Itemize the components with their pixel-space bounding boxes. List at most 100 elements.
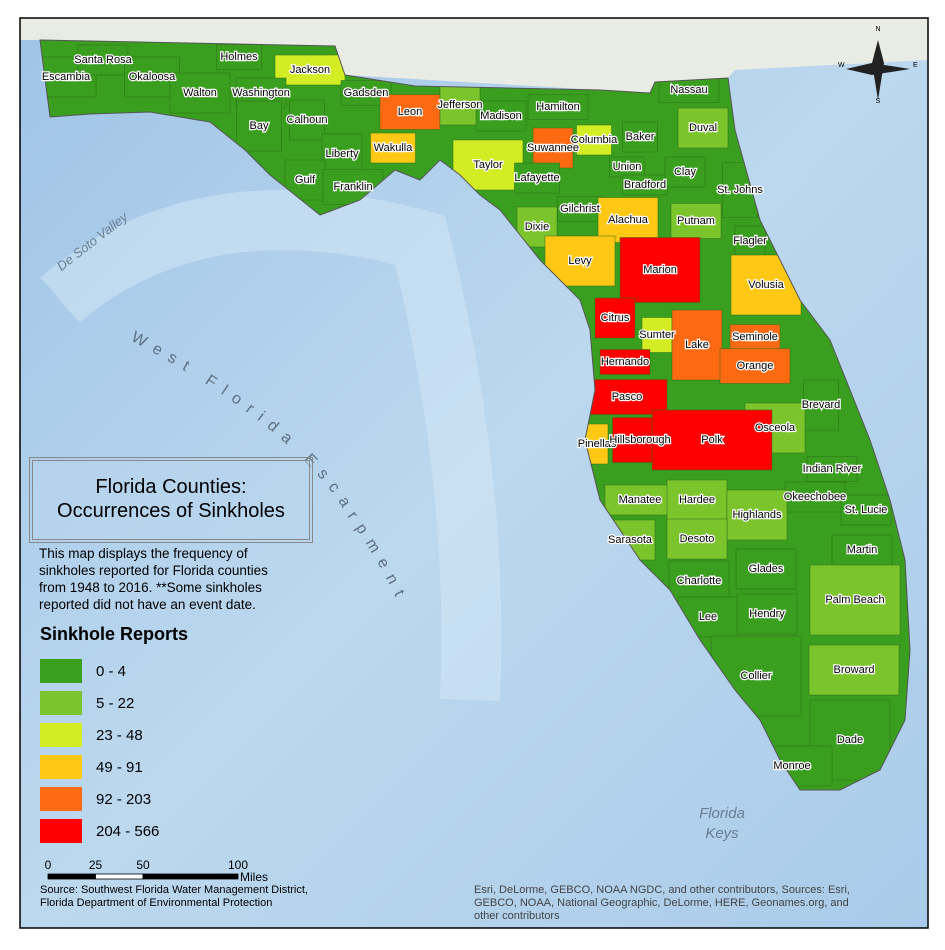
description-line: sinkholes reported for Florida counties: [39, 563, 268, 578]
county-label: Flagler: [733, 235, 767, 247]
county: [726, 489, 788, 541]
county-label: Taylor: [473, 159, 503, 171]
scale-segment: [47, 873, 96, 880]
county: [729, 324, 781, 350]
legend-swatch: [40, 787, 82, 811]
county: [379, 94, 441, 130]
county-label: Orange: [737, 360, 774, 372]
county-label: St. Lucie: [845, 504, 888, 516]
county: [666, 518, 728, 560]
description-line: This map displays the frequency of: [39, 546, 248, 561]
legend-row: 0 - 4: [40, 655, 188, 687]
attribution-line: Esri, DeLorme, GEBCO, NOAA NGDC, and oth…: [474, 884, 850, 896]
county-label: Baker: [626, 131, 655, 143]
county: [289, 99, 325, 141]
county-label: Levy: [568, 255, 592, 267]
county-label: Lee: [699, 611, 717, 623]
county-label: Franklin: [333, 181, 372, 193]
county: [784, 481, 846, 513]
county: [671, 309, 723, 381]
county-label: Walton: [183, 87, 217, 99]
legend-swatch: [40, 819, 82, 843]
county-label: Union: [613, 161, 642, 173]
county-label: Seminole: [732, 331, 778, 343]
legend-label: 204 - 566: [96, 822, 160, 840]
county: [576, 124, 612, 156]
county-label: Citrus: [601, 312, 630, 324]
county: [321, 133, 363, 175]
county: [677, 107, 729, 149]
attribution-line: GEBCO, NOAA, National Geographic, DeLorm…: [474, 897, 849, 909]
source-line: Source: Southwest Florida Water Manageme…: [40, 884, 308, 896]
county-label: Pinellas: [578, 438, 617, 450]
county-label: Gadsden: [344, 87, 389, 99]
description-line: reported did not have an event date.: [39, 597, 256, 612]
legend-row: 5 - 22: [40, 687, 188, 719]
county-label: Manatee: [619, 494, 662, 506]
county: [735, 548, 797, 590]
keys-label: Keys: [705, 825, 739, 842]
county-label: Osceola: [755, 422, 796, 434]
legend-swatch: [40, 755, 82, 779]
county: [840, 494, 892, 526]
county: [806, 456, 858, 482]
county-label: Desoto: [680, 533, 715, 545]
county-label: Sumter: [639, 329, 675, 341]
county: [803, 379, 839, 431]
county-label: Martin: [847, 544, 878, 556]
attribution: Esri, DeLorme, GEBCO, NOAA NGDC, and oth…: [474, 884, 850, 923]
county: [599, 349, 651, 375]
scale-segment: [95, 873, 144, 880]
county-label: Lafayette: [514, 172, 559, 184]
legend-label: 92 - 203: [96, 790, 152, 808]
county-label: Okaloosa: [129, 71, 176, 83]
county-label: Sarasota: [608, 534, 653, 546]
scale-segment: [142, 873, 239, 880]
county: [641, 317, 673, 353]
land-north: [20, 18, 928, 93]
title-box: Florida Counties: Occurrences of Sinkhol…: [29, 457, 313, 543]
title-line: Florida Counties:: [95, 476, 247, 498]
county-label: Hendry: [749, 608, 785, 620]
description-line: from 1948 to 2016. **Some sinkholes: [39, 580, 262, 595]
county: [651, 409, 773, 471]
county-label: Monroe: [773, 760, 810, 772]
county: [532, 127, 574, 169]
county-label: Jefferson: [437, 99, 482, 111]
county-label: St. Johns: [717, 184, 763, 196]
county-label: Columbia: [571, 134, 618, 146]
county: [664, 156, 706, 188]
county-label: Suwannee: [527, 142, 579, 154]
county-label: Madison: [480, 110, 522, 122]
county-label: Broward: [834, 664, 875, 676]
county-label: Okeechobee: [784, 491, 846, 503]
county-label: Brevard: [802, 399, 841, 411]
county-label: Wakulla: [374, 142, 414, 154]
county-label: Santa Rosa: [74, 54, 132, 66]
legend-swatch: [40, 723, 82, 747]
legend-swatch: [40, 691, 82, 715]
title-line: Occurrences of Sinkholes: [57, 500, 285, 522]
county-label: Charlotte: [677, 575, 722, 587]
county: [668, 560, 730, 602]
county: [236, 100, 282, 152]
compass-s: S: [876, 98, 881, 105]
county-label: Indian River: [803, 463, 862, 475]
scale-tick-label: 50: [136, 858, 150, 872]
county-label: Highlands: [733, 509, 782, 521]
scale-tick-label: 25: [89, 858, 103, 872]
county-label: Holmes: [220, 51, 258, 63]
legend-row: 92 - 203: [40, 783, 188, 815]
county-label: Putnam: [677, 215, 715, 227]
county-label: Polk: [701, 434, 723, 446]
compass-w: W: [838, 62, 845, 69]
county-label: Marion: [643, 264, 677, 276]
scale-tick-label: 0: [45, 858, 52, 872]
county: [527, 94, 589, 120]
scale-unit: Miles: [240, 870, 268, 884]
attribution-line: other contributors: [474, 910, 560, 922]
legend-label: 5 - 22: [96, 694, 135, 712]
